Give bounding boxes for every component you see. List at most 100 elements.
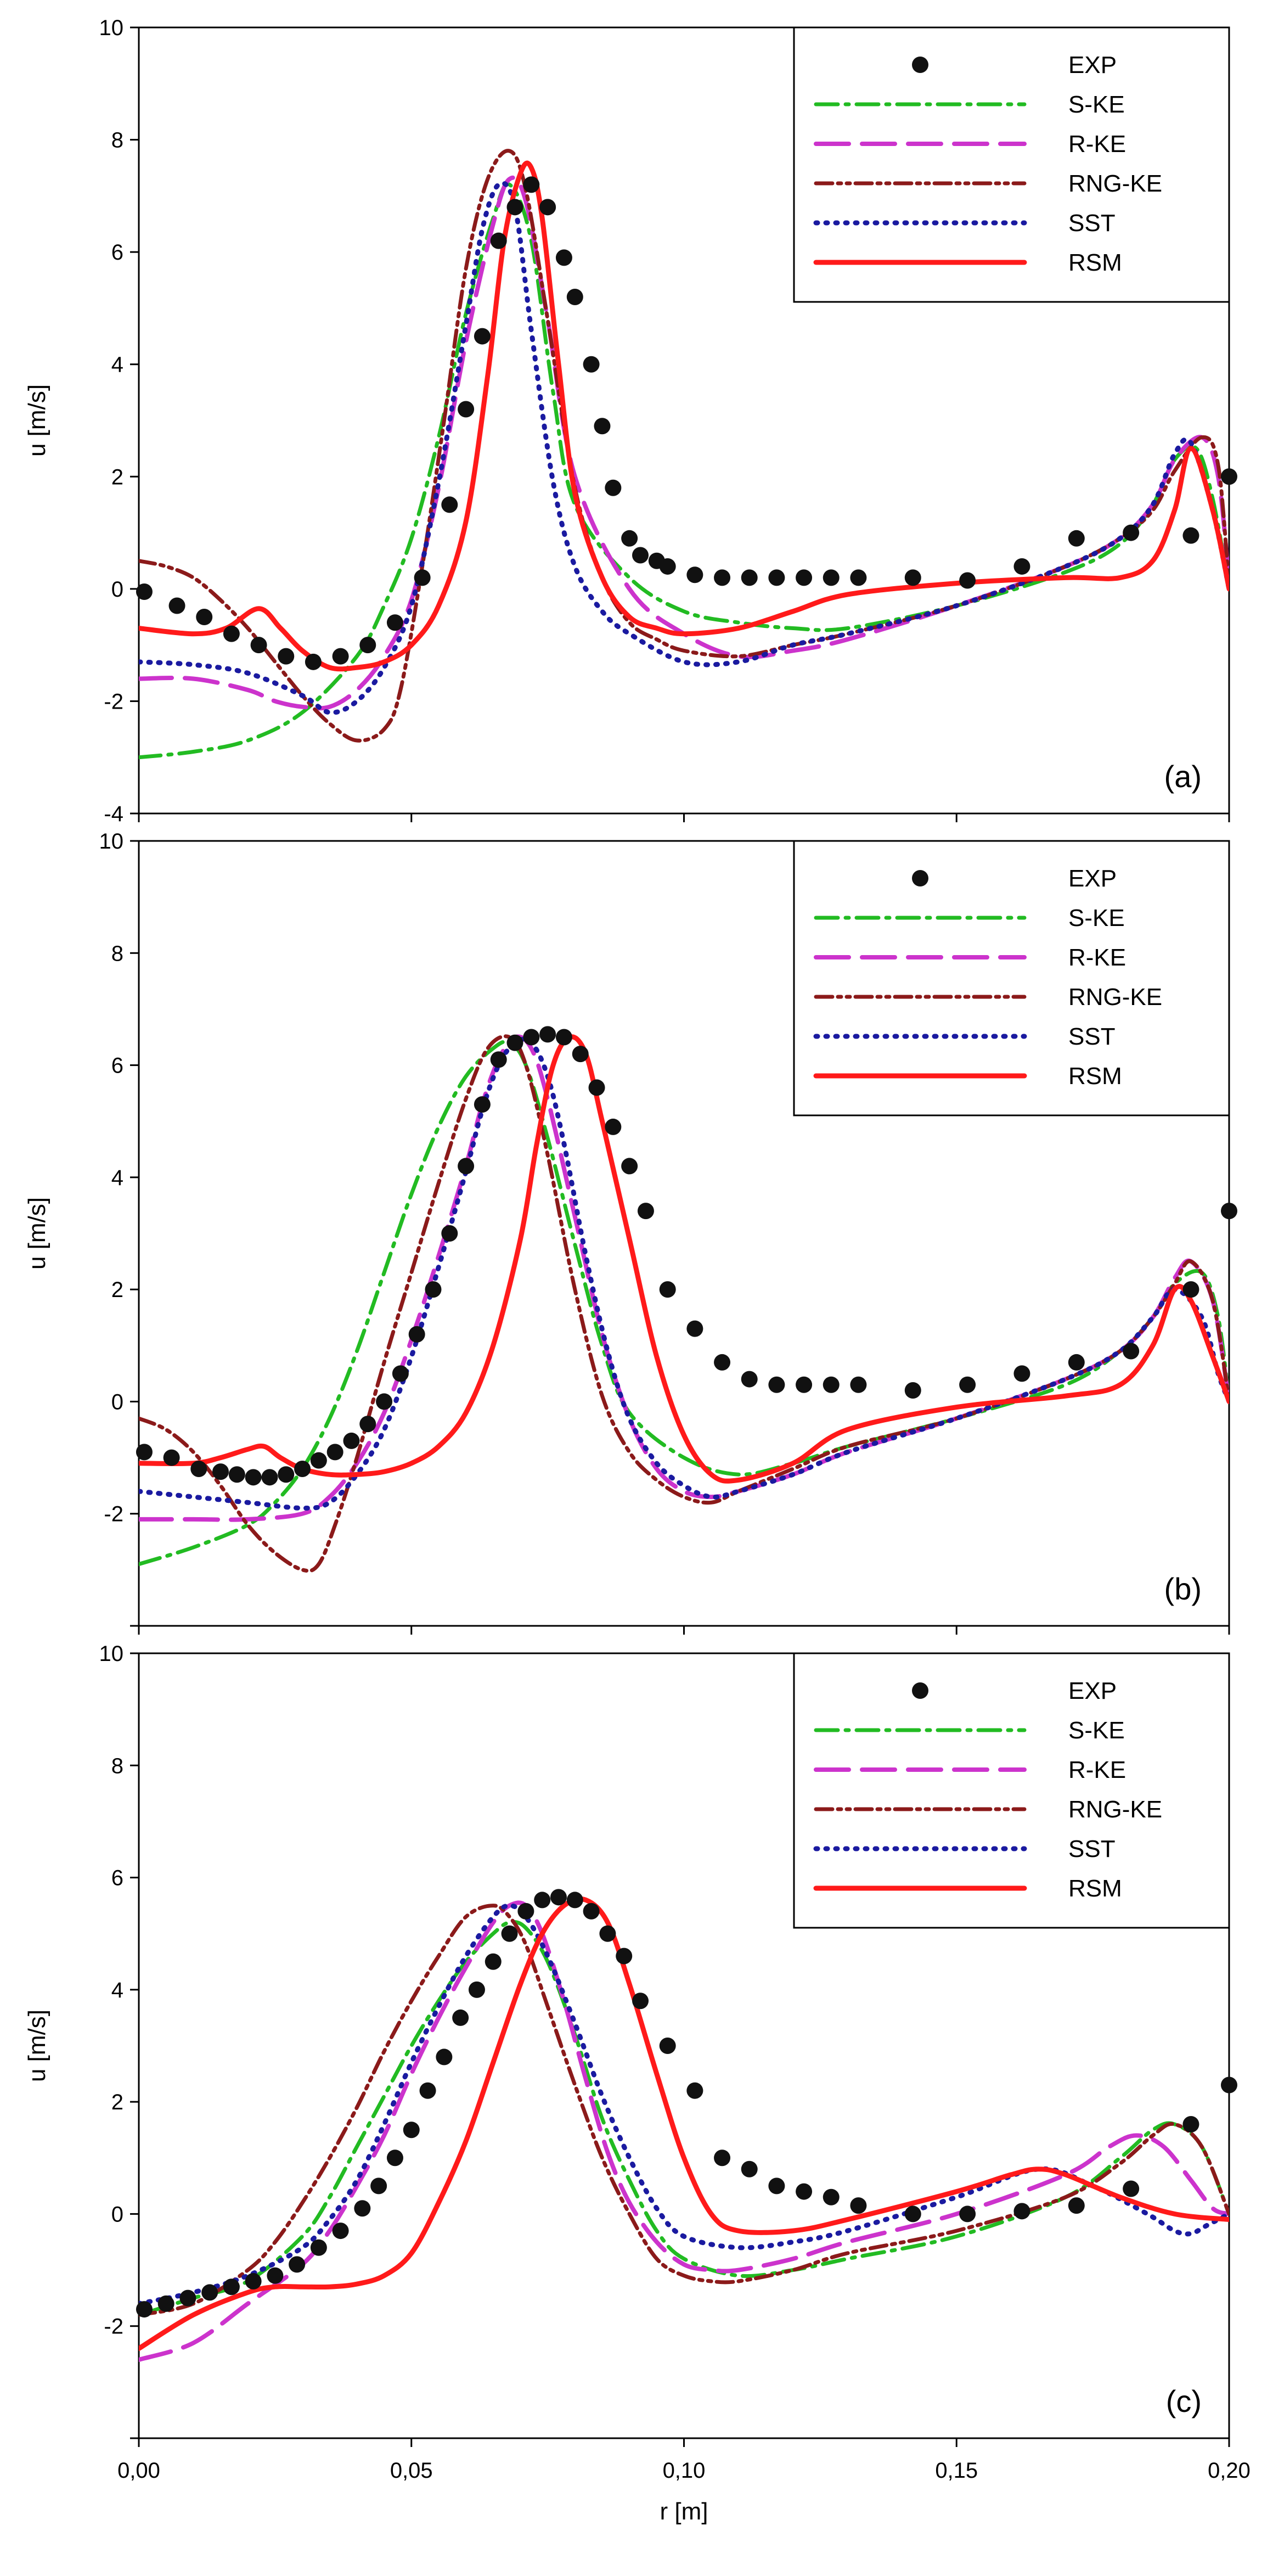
data-point-exp xyxy=(555,1029,572,1046)
data-point-exp xyxy=(796,1376,813,1393)
data-point-exp xyxy=(179,2289,196,2306)
data-point-exp xyxy=(1221,468,1237,485)
data-point-exp xyxy=(539,1026,556,1043)
data-point-exp xyxy=(359,1416,376,1433)
legend-label-exp: EXP xyxy=(1068,1677,1117,1704)
y-tick-label: 0 xyxy=(111,1390,123,1414)
data-point-exp xyxy=(490,1051,507,1068)
y-tick-label: 4 xyxy=(111,1166,123,1190)
data-point-exp xyxy=(599,1925,616,1942)
data-point-exp xyxy=(403,2122,420,2139)
data-point-exp xyxy=(223,625,240,642)
data-point-exp xyxy=(506,1034,523,1051)
data-point-exp xyxy=(441,1225,458,1242)
panel-label: (a) xyxy=(1164,759,1202,794)
data-point-exp xyxy=(741,2160,758,2177)
y-tick-label: 8 xyxy=(111,941,123,966)
data-point-exp xyxy=(904,569,921,586)
y-tick-label: -4 xyxy=(104,802,123,826)
data-point-exp xyxy=(408,1326,425,1343)
data-point-exp xyxy=(714,2150,731,2167)
data-point-exp xyxy=(1182,1281,1199,1298)
data-point-exp xyxy=(768,2177,785,2195)
data-point-exp xyxy=(294,1461,311,1477)
data-point-exp xyxy=(136,2301,153,2318)
legend-label-s-ke: S-KE xyxy=(1068,91,1125,118)
y-tick-label: 0 xyxy=(111,577,123,602)
data-point-exp xyxy=(1221,1203,1237,1220)
data-point-exp xyxy=(796,2183,813,2200)
y-axis-title: u [m/s] xyxy=(24,384,50,457)
data-point-exp xyxy=(332,648,349,665)
data-point-exp xyxy=(523,176,540,193)
series-line-r-ke xyxy=(139,1900,1229,2362)
data-point-exp xyxy=(523,1029,540,1046)
series-line-rsm xyxy=(139,1896,1229,2351)
y-tick-label: 6 xyxy=(111,1866,123,1890)
data-point-exp xyxy=(539,199,556,216)
data-point-exp xyxy=(441,496,458,513)
y-tick-label: -2 xyxy=(104,689,123,714)
data-point-exp xyxy=(1182,527,1199,544)
y-axis-title: u [m/s] xyxy=(24,2010,50,2082)
legend-box xyxy=(793,1652,1230,1929)
legend-marker-exp xyxy=(912,57,928,73)
x-tick-label: 0,10 xyxy=(663,2459,706,2483)
y-tick-label: 10 xyxy=(99,829,124,854)
chart-panel-3: -2 0 2 4 6 8 10 0,00 0,05 0,10 0,15 0,20 u [m/s] EXP S… xyxy=(24,1642,1251,2483)
data-point-exp xyxy=(637,1203,654,1220)
y-tick-label: 10 xyxy=(99,1642,124,1666)
x-tick-label: 0,15 xyxy=(935,2459,978,2483)
data-point-exp xyxy=(1123,524,1140,541)
legend-label-s-ke: S-KE xyxy=(1068,905,1125,931)
series-line-sst xyxy=(139,181,1229,715)
data-point-exp xyxy=(959,1376,976,1393)
data-point-exp xyxy=(686,566,703,583)
data-point-exp xyxy=(616,1948,633,1965)
series-exp-markers xyxy=(136,176,1237,670)
series-line-sst xyxy=(139,1903,1229,2306)
chart-panel-2: -2 0 2 4 6 8 10 u [m/s] EXP S-KE R-KE RNG-KE SST RSM (… xyxy=(24,829,1237,1635)
y-tick-label: 2 xyxy=(111,1278,123,1302)
data-point-exp xyxy=(201,2284,218,2301)
data-point-exp xyxy=(278,1466,295,1483)
legend-label-sst: SST xyxy=(1068,210,1116,237)
data-point-exp xyxy=(583,356,600,373)
data-point-exp xyxy=(904,1382,921,1399)
data-point-exp xyxy=(168,597,185,614)
legend-label-rng-ke: RNG-KE xyxy=(1068,984,1162,1011)
legend-box xyxy=(793,26,1230,303)
legend-label-r-ke: R-KE xyxy=(1068,131,1126,158)
data-point-exp xyxy=(501,1925,518,1942)
data-point-exp xyxy=(823,2188,840,2205)
y-tick-label: 4 xyxy=(111,353,123,377)
panel-label: (b) xyxy=(1164,1572,1202,1606)
data-point-exp xyxy=(468,1981,485,1998)
data-point-exp xyxy=(474,1096,491,1113)
data-point-exp xyxy=(555,249,572,266)
data-point-exp xyxy=(1182,2116,1199,2132)
data-point-exp xyxy=(605,1118,622,1135)
chart-panel-1: -4 -2 0 2 4 6 8 10 u [m/s] EXP S-KE R-KE RNG-KE SST RS… xyxy=(24,16,1237,826)
data-point-exp xyxy=(850,2197,867,2214)
data-point-exp xyxy=(796,569,813,586)
data-point-exp xyxy=(594,418,611,435)
data-point-exp xyxy=(1068,530,1085,547)
data-point-exp xyxy=(1123,1343,1140,1360)
data-point-exp xyxy=(267,2267,284,2284)
panel-label: (c) xyxy=(1166,2384,1202,2418)
legend-label-rng-ke: RNG-KE xyxy=(1068,1796,1162,1823)
series-line-s-ke xyxy=(139,1040,1229,1567)
series-line-s-ke xyxy=(139,1920,1229,2317)
legend-box xyxy=(793,840,1230,1116)
data-point-exp xyxy=(904,2205,921,2223)
data-point-exp xyxy=(414,569,431,586)
y-tick-label: -2 xyxy=(104,1502,123,1526)
data-point-exp xyxy=(490,232,507,249)
data-point-exp xyxy=(485,1953,502,1970)
data-point-exp xyxy=(605,479,622,496)
legend-label-exp: EXP xyxy=(1068,52,1117,78)
y-axis-title: u [m/s] xyxy=(24,1197,50,1270)
data-point-exp xyxy=(1068,2197,1085,2214)
